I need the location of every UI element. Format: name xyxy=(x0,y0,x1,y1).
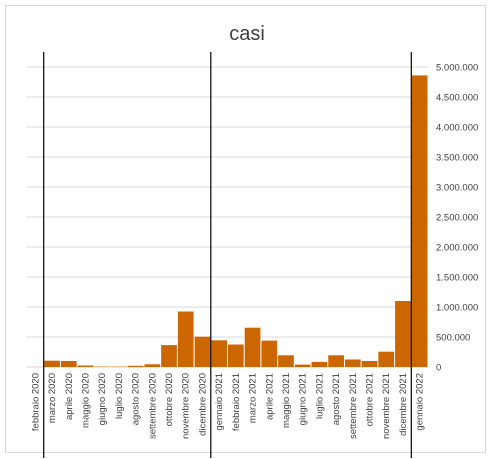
x-tick-label: febbraio 2020 xyxy=(30,373,41,431)
bars xyxy=(27,75,428,368)
y-tick-label: 3.500.000 xyxy=(436,153,478,164)
y-tick-label: 3.000.000 xyxy=(436,183,478,194)
chart-frame xyxy=(5,5,486,453)
y-tick-label: 5.000.000 xyxy=(436,63,478,74)
bar xyxy=(127,365,144,367)
x-tick-label: febbraio 2021 xyxy=(231,373,242,431)
x-tick-label: ottobre 2020 xyxy=(164,373,175,426)
y-tick-label: 2.000.000 xyxy=(436,243,478,254)
x-tick-label: dicembre 2020 xyxy=(197,373,208,436)
bar xyxy=(328,355,344,367)
x-axis-tick-labels: febbraio 2020 marzo 2020 aprile 2020 maggio… xyxy=(30,373,425,439)
x-tick-label: agosto 2020 xyxy=(131,373,142,425)
x-tick-label: settembre 2020 xyxy=(147,373,158,439)
y-axis-tick-labels: 0 500.000 1.000.000 1.500.000 2.000.000 2.500… xyxy=(436,63,478,374)
x-tick-label: gennaio 2022 xyxy=(415,373,426,431)
x-tick-label: settembre 2021 xyxy=(348,373,359,439)
bar xyxy=(77,365,94,367)
y-tick-label: 1.500.000 xyxy=(436,273,478,284)
bar xyxy=(261,340,278,367)
x-tick-label: dicembre 2021 xyxy=(398,373,409,436)
x-tick-label: marzo 2020 xyxy=(47,373,58,423)
bar xyxy=(278,355,294,367)
bar xyxy=(144,364,161,367)
y-tick-label: 2.500.000 xyxy=(436,213,478,224)
x-tick-label: gennaio 2021 xyxy=(214,373,225,431)
x-tick-label: novembre 2021 xyxy=(381,373,392,439)
y-tick-label: 1.000.000 xyxy=(436,303,478,314)
y-tick-label: 0 xyxy=(436,363,441,374)
bar xyxy=(411,75,428,368)
bar xyxy=(244,327,261,367)
x-tick-label: maggio 2020 xyxy=(80,373,91,428)
bar xyxy=(311,361,328,367)
bar xyxy=(161,345,177,367)
bar xyxy=(344,359,361,367)
x-tick-label: maggio 2021 xyxy=(281,373,292,428)
bar xyxy=(177,311,194,367)
x-tick-label: aprile 2021 xyxy=(264,373,275,420)
y-tick-label: 4.500.000 xyxy=(436,93,478,104)
x-tick-label: ottobre 2021 xyxy=(365,373,376,426)
bar xyxy=(395,301,411,367)
y-tick-label: 4.000.000 xyxy=(436,123,478,134)
y-tick-label: 500.000 xyxy=(436,333,470,344)
bar xyxy=(44,360,60,367)
bar xyxy=(378,351,395,367)
gridlines xyxy=(27,66,428,368)
bar xyxy=(294,364,311,367)
bar xyxy=(194,336,211,367)
x-tick-label: marzo 2021 xyxy=(248,373,259,423)
x-tick-label: novembre 2020 xyxy=(181,373,192,439)
x-tick-label: aprile 2020 xyxy=(64,373,75,420)
bar xyxy=(361,361,378,367)
x-tick-label: luglio 2020 xyxy=(114,373,125,419)
bar xyxy=(60,361,77,367)
bar xyxy=(211,340,227,367)
chart-title: casi xyxy=(229,23,265,45)
x-tick-label: giugno 2021 xyxy=(298,373,309,425)
x-tick-label: agosto 2021 xyxy=(331,373,342,425)
x-tick-label: giugno 2020 xyxy=(97,373,108,425)
vertical-markers xyxy=(43,52,412,458)
bar xyxy=(228,344,244,367)
x-tick-label: luglio 2021 xyxy=(314,373,325,419)
